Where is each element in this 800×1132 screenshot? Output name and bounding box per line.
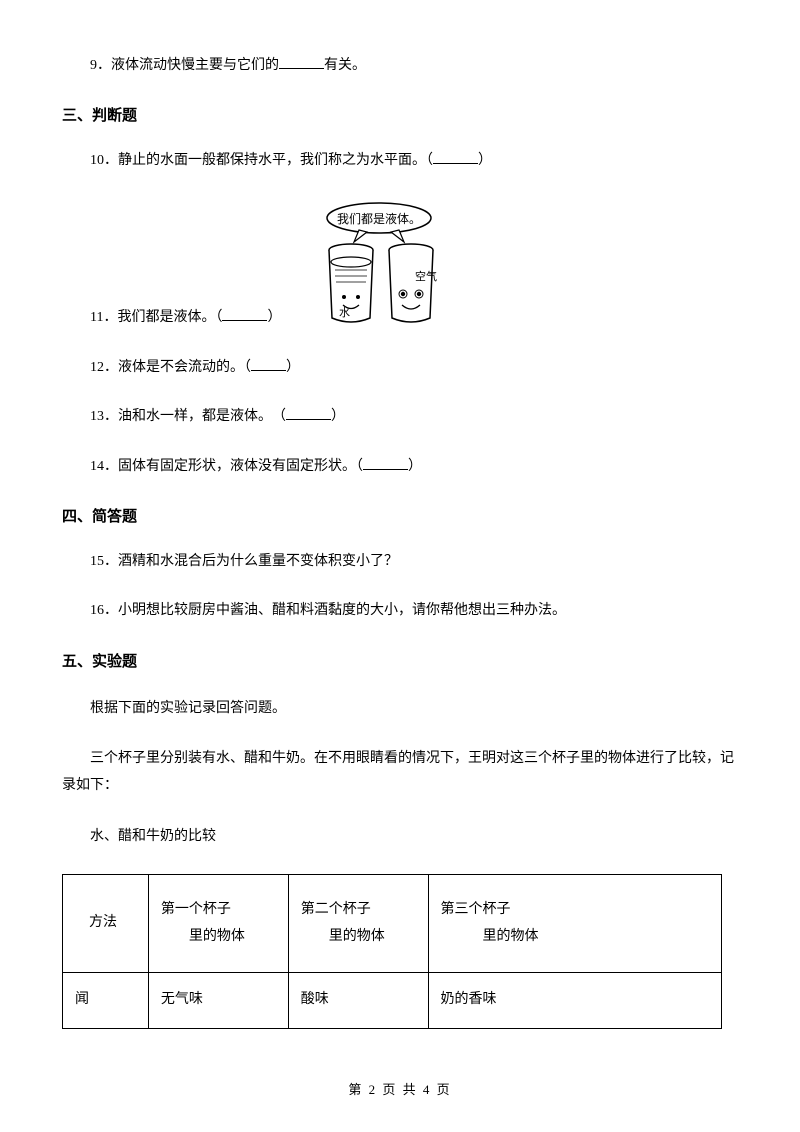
q13-blank[interactable] [286,406,331,420]
hdr-c1-l2: 里的物体 [161,924,276,951]
q10-pre: 10．静止的水面一般都保持水平，我们称之为水平面。（ [90,153,433,168]
svg-text:空气: 空气 [415,269,437,283]
speech-text: 我们都是液体。 [337,211,421,226]
question-14: 14．固体有固定形状，液体没有固定形状。（ ） [62,456,738,478]
liquid-cups-illustration: 我们都是液体。 水 [299,200,459,330]
section-4-heading: 四、简答题 [62,505,738,526]
hdr-c0-l2: 方法 [75,910,136,937]
left-cup-icon: 水 [329,244,373,322]
q11-post: ） [267,310,281,325]
q13-pre: 13．油和水一样，都是液体。 （ [90,409,286,424]
q9-post: 有关。 [324,58,366,73]
hdr-c1-l1: 第一个杯子 [161,897,276,924]
table-row: 闻 无气味 酸味 奶的香味 [63,973,722,1029]
r1c1: 无气味 [149,987,288,1014]
q12-blank[interactable] [251,357,286,371]
q11-pre: 11．我们都是液体。（ [90,310,222,325]
question-16: 16．小明想比较厨房中酱油、醋和料酒黏度的大小，请你帮他想出三种办法。 [62,600,738,622]
q14-blank[interactable] [363,456,408,470]
r1c0: 闻 [63,987,148,1014]
question-11: 11．我们都是液体。（ ） [62,306,281,330]
q9-blank[interactable] [279,55,324,69]
q14-post: ） [408,459,422,474]
q14-pre: 14．固体有固定形状，液体没有固定形状。（ [90,459,363,474]
experiment-description: 三个杯子里分别装有水、醋和牛奶。在不用眼睛看的情况下，王明对这三个杯子里的物体进… [62,746,738,799]
q12-post: ） [286,360,300,375]
svg-text:水: 水 [339,306,350,319]
q10-blank[interactable] [433,150,478,164]
section-3-heading: 三、判断题 [62,104,738,125]
experiment-caption: 水、醋和牛奶的比较 [62,824,738,851]
table-header-row: 方法 第一个杯子 里的物体 第二个杯子 里的物体 第三个杯子 里的物体 [63,875,722,973]
comparison-table: 方法 第一个杯子 里的物体 第二个杯子 里的物体 第三个杯子 里的物体 [62,874,722,1029]
r1c2: 酸味 [289,987,428,1014]
q13-post: ） [331,409,345,424]
q11-blank[interactable] [222,307,267,321]
question-9: 9．液体流动快慢主要与它们的 有关。 [62,55,738,77]
q10-post: ） [478,153,492,168]
question-12: 12．液体是不会流动的。（ ） [62,357,738,379]
question-11-row: 11．我们都是液体。（ ） 我们都是液体。 [62,200,738,330]
r1c3: 奶的香味 [429,987,721,1014]
experiment-intro: 根据下面的实验记录回答问题。 [62,696,738,723]
question-13: 13．油和水一样，都是液体。 （ ） [62,406,738,428]
section-5-heading: 五、实验题 [62,650,738,671]
question-15: 15．酒精和水混合后为什么重量不变体积变小了？ [62,551,738,573]
hdr-c3-l2: 里的物体 [441,924,709,951]
page-footer: 第 2 页 共 4 页 [0,1079,800,1098]
right-cup-icon: 空气 [389,244,437,322]
q12-pre: 12．液体是不会流动的。（ [90,360,251,375]
hdr-c3-l1: 第三个杯子 [441,897,709,924]
hdr-c2-l2: 里的物体 [301,924,416,951]
hdr-c2-l1: 第二个杯子 [301,897,416,924]
question-10: 10．静止的水面一般都保持水平，我们称之为水平面。（ ） [62,150,738,172]
q9-pre: 9．液体流动快慢主要与它们的 [90,58,279,73]
